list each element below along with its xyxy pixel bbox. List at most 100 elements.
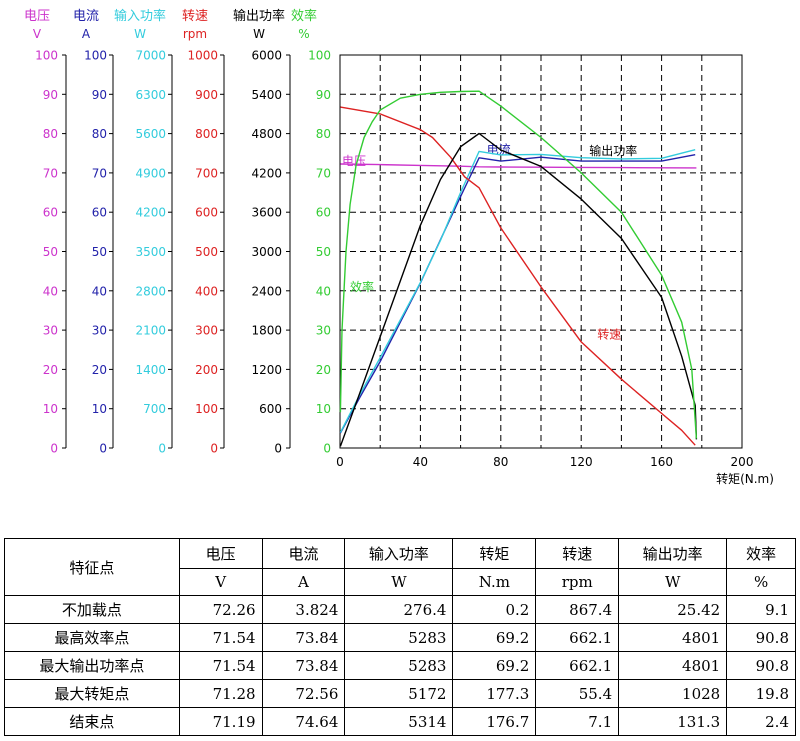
column-header: 输入功率 — [344, 538, 454, 569]
y-tick-label: 4900 — [135, 166, 166, 180]
unit-cell: V — [178, 568, 263, 596]
column-header: 效率 — [726, 538, 796, 569]
column-header: 输出功率 — [618, 538, 728, 569]
table-cell: 3.824 — [261, 595, 346, 624]
y-tick-label: 70 — [92, 166, 107, 180]
axis-unit: A — [82, 27, 91, 41]
table-cell: 867.4 — [535, 595, 620, 624]
column-header: 转矩 — [452, 538, 537, 569]
table-cell: 276.4 — [344, 595, 454, 624]
table-cell: 25.42 — [618, 595, 728, 624]
y-tick-label: 20 — [43, 363, 58, 377]
y-tick-label: 100 — [35, 49, 58, 63]
y-tick-label: 70 — [316, 166, 331, 180]
table-cell: 9.1 — [726, 595, 796, 624]
y-tick-label: 1000 — [187, 49, 218, 63]
column-header: 电流 — [261, 538, 346, 569]
row-label: 最高效率点 — [4, 623, 180, 652]
table-cell: 5314 — [344, 707, 454, 736]
y-tick-label: 80 — [316, 127, 331, 141]
x-tick-label: 80 — [493, 455, 508, 469]
table-cell: 90.8 — [726, 623, 796, 652]
table-cell: 69.2 — [452, 651, 537, 680]
table-cell: 71.28 — [178, 679, 263, 708]
x-axis-label: 转矩(N.m) — [716, 471, 774, 486]
row-label: 不加载点 — [4, 595, 180, 624]
y-tick-label: 0 — [158, 442, 166, 456]
column-header: 转速 — [535, 538, 620, 569]
y-tick-label: 80 — [43, 127, 58, 141]
y-tick-label: 900 — [195, 88, 218, 102]
y-tick-label: 10 — [43, 402, 58, 416]
y-tick-label: 10 — [316, 402, 331, 416]
y-tick-label: 600 — [259, 402, 282, 416]
table-cell: 7.1 — [535, 707, 620, 736]
axis-unit: V — [33, 27, 42, 41]
table-cell: 1028 — [618, 679, 728, 708]
x-axis: 0 40 80 120 160 200 转矩(N.m) — [336, 455, 774, 486]
x-tick-label: 200 — [731, 455, 754, 469]
y-tick-label: 60 — [316, 206, 331, 220]
y-tick-label: 400 — [195, 284, 218, 298]
table-cell: 71.19 — [178, 707, 263, 736]
unit-cell: W — [344, 568, 454, 596]
table-cell: 131.3 — [618, 707, 728, 736]
table-row: 最高效率点 71.54 73.84 5283 69.2 662.1 4801 9… — [4, 623, 796, 652]
series-line — [340, 106, 696, 446]
table-cell: 55.4 — [535, 679, 620, 708]
axis-title: 电流 — [73, 9, 99, 24]
y-tick-label: 20 — [316, 363, 331, 377]
y-tick-label: 80 — [92, 127, 107, 141]
y-tick-label: 0 — [210, 442, 218, 456]
y-tick-label: 100 — [195, 402, 218, 416]
unit-cell: A — [261, 568, 346, 596]
table-cell: 662.1 — [535, 623, 620, 652]
series-line — [340, 163, 697, 169]
y-tick-label: 50 — [43, 245, 58, 259]
table-cell: 5283 — [344, 623, 454, 652]
y-tick-label: 700 — [195, 166, 218, 180]
y-tick-label: 4800 — [251, 127, 282, 141]
y-tick-label: 30 — [43, 324, 58, 338]
table-row: 最大输出功率点 71.54 73.84 5283 69.2 662.1 4801… — [4, 651, 796, 680]
series-line — [339, 149, 696, 433]
table-row: 最大转矩点 71.28 72.56 5172 177.3 55.4 1028 1… — [4, 679, 796, 708]
y-tick-label: 60 — [43, 206, 58, 220]
series-line — [339, 132, 698, 447]
table-cell: 176.7 — [452, 707, 537, 736]
y-tick-label: 90 — [316, 88, 331, 102]
table-row: 结束点 71.19 74.64 5314 176.7 7.1 131.3 2.4 — [4, 707, 796, 736]
x-tick-label: 120 — [570, 455, 593, 469]
y-tick-label: 2400 — [251, 284, 282, 298]
unit-cell: rpm — [535, 568, 620, 596]
motor-characteristic-chart: 电压V1009080706050403020100电流A100908070605… — [24, 8, 774, 486]
axis-title: 输出功率 — [233, 8, 285, 24]
axis-title: 电压 — [24, 9, 50, 24]
y-tick-label: 0 — [99, 442, 107, 456]
row-label: 最大输出功率点 — [4, 651, 180, 680]
y-tick-label: 100 — [84, 49, 107, 63]
y-axes: 电压V1009080706050403020100电流A100908070605… — [24, 8, 331, 456]
axis-unit: W — [253, 27, 265, 41]
y-tick-label: 90 — [92, 88, 107, 102]
axis-unit: % — [298, 27, 309, 41]
y-tick-label: 4200 — [135, 206, 166, 220]
series-label: 电压 — [342, 154, 366, 168]
y-tick-label: 20 — [92, 363, 107, 377]
series-line — [339, 154, 696, 434]
table-cell: 74.64 — [261, 707, 346, 736]
table-cell: 71.54 — [178, 651, 263, 680]
y-tick-label: 700 — [143, 402, 166, 416]
table-cell: 90.8 — [726, 651, 796, 680]
table-cell: 69.2 — [452, 623, 537, 652]
table-row: 不加载点 72.26 3.824 276.4 0.2 867.4 25.42 9… — [4, 595, 796, 624]
table-cell: 72.26 — [178, 595, 263, 624]
table-cell: 662.1 — [535, 651, 620, 680]
y-tick-label: 50 — [92, 245, 107, 259]
axis-unit: W — [134, 27, 146, 41]
unit-cell: % — [726, 568, 796, 596]
series-label: 效率 — [350, 279, 374, 294]
table-cell: 2.4 — [726, 707, 796, 736]
y-tick-label: 6300 — [135, 88, 166, 102]
y-tick-label: 100 — [308, 49, 331, 63]
